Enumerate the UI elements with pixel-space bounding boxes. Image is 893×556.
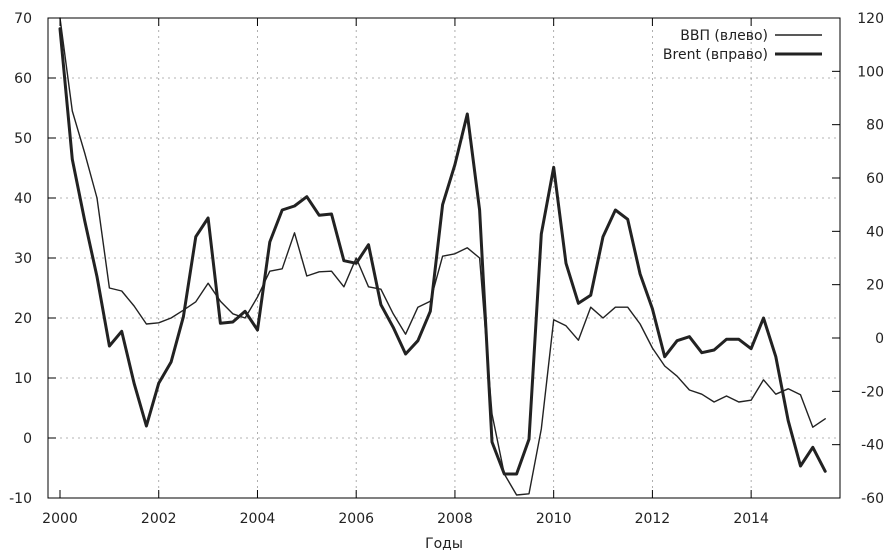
- x-tick-label: 2012: [635, 511, 671, 527]
- y-right-tick-label: 0: [875, 331, 884, 347]
- y-right-tick-label: -40: [861, 438, 884, 454]
- y-axis-left-labels: -10 0 10 20 30 40 50 60 70: [9, 11, 32, 507]
- legend: ВВП (влево) Brent (вправо): [663, 28, 822, 63]
- legend-label-brent: Brent (вправо): [663, 47, 768, 63]
- series-line-brent: [58, 27, 827, 476]
- y-right-tick-label: 120: [857, 11, 884, 27]
- y-right-tick-label: 20: [866, 278, 884, 294]
- series-lines: [58, 17, 827, 496]
- y-left-tick-label: -10: [9, 491, 32, 507]
- y-right-tick-label: 60: [866, 171, 884, 187]
- x-tick-label: 2010: [536, 511, 572, 527]
- y-right-tick-label: 40: [866, 224, 884, 240]
- x-tick-label: 2000: [42, 511, 78, 527]
- x-tick-label: 2002: [141, 511, 177, 527]
- y-left-tick-label: 70: [14, 11, 32, 27]
- y-left-tick-label: 40: [14, 191, 32, 207]
- y-left-tick-label: 50: [14, 131, 32, 147]
- y-right-tick-label: 100: [857, 64, 884, 80]
- series-line-gdp: [59, 17, 826, 496]
- axis-ticks: [48, 17, 840, 499]
- y-left-tick-label: 60: [14, 71, 32, 87]
- grid-lines: [48, 18, 840, 498]
- y-left-tick-label: 20: [14, 311, 32, 327]
- y-right-tick-label: -20: [861, 384, 884, 400]
- x-tick-label: 2014: [733, 511, 769, 527]
- x-tick-label: 2008: [437, 511, 473, 527]
- x-axis-labels: 2000 2002 2004 2006 2008 2010 2012 2014: [42, 511, 769, 527]
- y-left-tick-label: 0: [23, 431, 32, 447]
- x-axis-title: Годы: [425, 536, 463, 552]
- y-right-tick-label: -60: [861, 491, 884, 507]
- x-tick-label: 2004: [240, 511, 276, 527]
- y-axis-right-labels: -60 -40 -20 0 20 40 60 80 100 120: [857, 11, 884, 507]
- x-tick-label: 2006: [338, 511, 374, 527]
- y-left-tick-label: 10: [14, 371, 32, 387]
- y-left-tick-label: 30: [14, 251, 32, 267]
- legend-label-gdp: ВВП (влево): [680, 28, 768, 44]
- y-right-tick-label: 80: [866, 118, 884, 134]
